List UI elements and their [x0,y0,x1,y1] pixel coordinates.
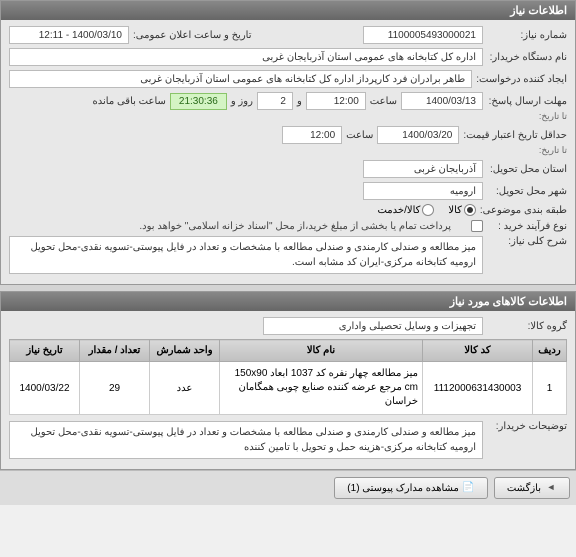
announce-label: تاریخ و ساعت اعلان عمومی: [133,30,252,41]
deadline-label: مهلت ارسال پاسخ: [487,96,567,107]
niaz-number-label: شماره نیاز: [487,30,567,41]
min-valid-to-label: تا تاریخ: [487,145,567,156]
row-group: گروه کالا: تجهیزات و وسایل تحصیلی واداری [9,317,567,335]
niaz-number-value: 1100005493000021 [363,26,483,44]
row-shahr: شهر محل تحویل: ارومیه [9,182,567,200]
row-niaz-number: شماره نیاز: 1100005493000021 تاریخ و ساع… [9,26,567,44]
saat-label-2: ساعت [346,130,373,141]
radio-khadamat-circle [422,204,434,216]
row-category: طبقه بندی موضوعی: کالا کالا/خدمت [9,204,567,216]
cell-code: 1112000631430003 [423,362,533,415]
row-notes: توضیحات خریدار: میز مطالعه و صندلی کارمن… [9,421,567,459]
panel-body-need-info: شماره نیاز: 1100005493000021 تاریخ و ساع… [1,20,575,284]
col-date: تاریخ نیاز [10,340,80,362]
remain-label: ساعت باقی مانده [93,96,166,107]
button-row: بازگشت مشاهده مدارک پیوستی (1) [0,470,576,505]
radio-khadamat[interactable]: کالا/خدمت [377,204,434,216]
days-remaining: 2 [257,92,293,110]
col-name: نام کالا [220,340,423,362]
table-row[interactable]: 1 1112000631430003 میز مطالعه چهار نفره … [10,362,567,415]
cell-qty: 29 [80,362,150,415]
back-icon [545,482,557,494]
time-remaining-badge: 21:30:36 [170,93,227,110]
goods-table: ردیف کد کالا نام کالا واحد شمارش تعداد /… [9,339,567,415]
deadline-time: 12:00 [306,92,366,110]
dastgah-label: نام دستگاه خریدار: [487,52,567,63]
ostan-value: آذربایجان غربی [363,160,483,178]
col-row: ردیف [533,340,567,362]
title-text: میز مطالعه و صندلی کارمندی و صندلی مطالع… [9,236,483,274]
panel-header-need-info: اطلاعات نیاز [1,1,575,20]
back-button-label: بازگشت [507,483,541,494]
row-min-valid: حداقل تاریخ اعتبار قیمت: 1400/03/20 ساعت… [9,126,567,144]
ostan-label: استان محل تحویل: [487,164,567,175]
goods-info-panel: اطلاعات کالاهای مورد نیاز گروه کالا: تجه… [0,291,576,470]
announce-value: 1400/03/10 - 12:11 [9,26,129,44]
cell-unit: عدد [150,362,220,415]
creator-label: ایجاد کننده درخواست: [476,74,567,85]
attachments-button-label: مشاهده مدارک پیوستی (1) [347,483,459,494]
col-qty: تعداد / مقدار [80,340,150,362]
group-label: گروه کالا: [487,321,567,332]
partial-pay-text: پرداخت تمام یا بخشی از مبلغ خرید،از محل … [139,221,451,232]
row-creator: ایجاد کننده درخواست: طاهر برادران فرد کا… [9,70,567,88]
saat-label-1: ساعت [370,96,397,107]
buy-type-label: نوع فرآیند خرید : [487,221,567,232]
checkbox-partial-pay[interactable] [471,220,483,232]
row-dastgah: نام دستگاه خریدار: اداره کل کتابخانه های… [9,48,567,66]
panel-body-goods: گروه کالا: تجهیزات و وسایل تحصیلی واداری… [1,311,575,469]
cell-date: 1400/03/22 [10,362,80,415]
va-label: و [297,96,302,107]
title-label: شرح کلی نیاز: [487,236,567,247]
radio-kala-circle [464,204,476,216]
checkbox-partial-pay-box [471,220,483,232]
roz-label: روز و [231,96,253,107]
creator-value: طاهر برادران فرد کارپرداز اداره کل کتابخ… [9,70,472,88]
radio-khadamat-label: کالا/خدمت [377,205,420,216]
row-title: شرح کلی نیاز: میز مطالعه و صندلی کارمندی… [9,236,567,274]
radio-kala-label: کالا [448,205,462,216]
min-valid-label: حداقل تاریخ اعتبار قیمت: [463,130,567,141]
table-header-row: ردیف کد کالا نام کالا واحد شمارش تعداد /… [10,340,567,362]
attachments-button[interactable]: مشاهده مدارک پیوستی (1) [334,477,488,499]
doc-icon [463,482,475,494]
back-button[interactable]: بازگشت [494,477,570,499]
row-deadline-to: تا تاریخ: [9,111,567,122]
notes-text: میز مطالعه و صندلی کارمندی و صندلی مطالع… [9,421,483,459]
radio-kala[interactable]: کالا [448,204,476,216]
category-label: طبقه بندی موضوعی: [480,205,567,216]
col-code: کد کالا [423,340,533,362]
row-buy-type: نوع فرآیند خرید : پرداخت تمام یا بخشی از… [9,220,567,232]
panel-header-goods: اطلاعات کالاهای مورد نیاز [1,292,575,311]
row-ostan: استان محل تحویل: آذربایجان غربی [9,160,567,178]
deadline-date: 1400/03/13 [401,92,483,110]
row-min-valid-to: تا تاریخ: [9,145,567,156]
dastgah-value: اداره کل کتابخانه های عمومی استان آذربای… [9,48,483,66]
shahr-label: شهر محل تحویل: [487,186,567,197]
row-deadline: مهلت ارسال پاسخ: 1400/03/13 ساعت 12:00 و… [9,92,567,110]
cell-idx: 1 [533,362,567,415]
group-value: تجهیزات و وسایل تحصیلی واداری [263,317,483,335]
deadline-to-label: تا تاریخ: [487,111,567,122]
min-valid-date: 1400/03/20 [377,126,459,144]
shahr-value: ارومیه [363,182,483,200]
col-unit: واحد شمارش [150,340,220,362]
need-info-panel: اطلاعات نیاز شماره نیاز: 110000549300002… [0,0,576,285]
notes-label: توضیحات خریدار: [487,421,567,432]
cell-name: میز مطالعه چهار نفره کد 1037 ابعاد 150x9… [220,362,423,415]
min-valid-time: 12:00 [282,126,342,144]
